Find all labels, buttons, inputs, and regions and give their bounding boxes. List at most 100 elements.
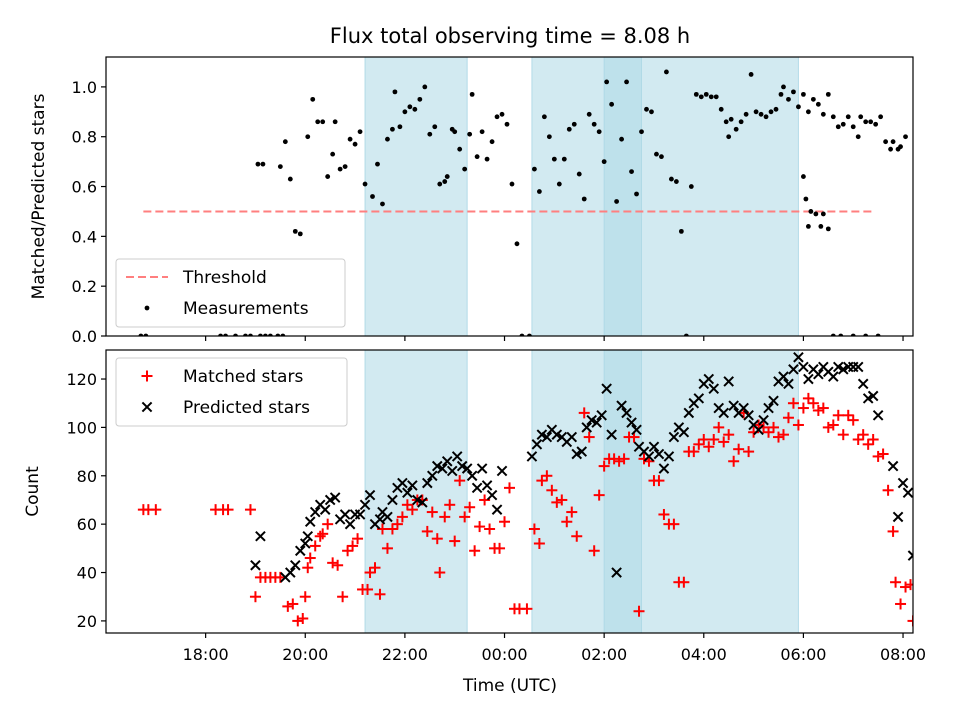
- data-point: [659, 154, 664, 160]
- data-point-stroke: [541, 431, 553, 443]
- data-point-stroke: [852, 361, 864, 373]
- data-point-stroke: [907, 550, 913, 558]
- data-point: [832, 409, 844, 421]
- data-point: [282, 139, 288, 145]
- data-point: [713, 94, 719, 100]
- data-point: [793, 351, 804, 363]
- data-point: [905, 579, 913, 591]
- data-point: [461, 463, 473, 474]
- data-point: [466, 470, 478, 482]
- data-point: [362, 583, 374, 595]
- data-point: [484, 156, 490, 162]
- legend-swatch: [141, 370, 153, 382]
- data-point: [758, 414, 769, 426]
- data-point: [255, 530, 266, 542]
- data-point: [837, 429, 849, 441]
- data-point: [845, 114, 851, 120]
- data-point: [609, 101, 615, 107]
- data-point: [526, 451, 538, 462]
- data-point-stroke: [606, 429, 617, 440]
- data-point: [304, 552, 316, 564]
- data-point: [708, 94, 714, 100]
- data-point: [541, 470, 553, 482]
- data-point: [317, 528, 329, 540]
- data-point-stroke: [887, 460, 899, 472]
- data-point-stroke: [872, 410, 884, 421]
- data-point-stroke: [738, 402, 749, 414]
- data-point: [370, 194, 375, 199]
- data-point: [768, 421, 780, 433]
- data-point: [260, 161, 266, 167]
- data-point: [868, 119, 874, 125]
- data-point-stroke: [309, 506, 321, 518]
- data-point-stroke: [718, 407, 730, 419]
- data-point: [606, 429, 617, 440]
- data-point-stroke: [798, 361, 809, 373]
- data-point: [479, 129, 485, 135]
- data-point: [406, 504, 418, 516]
- data-point-stroke: [818, 361, 829, 373]
- data-point: [624, 79, 629, 85]
- data-point-stroke: [897, 477, 909, 489]
- data-point: [364, 489, 376, 501]
- data-point: [375, 161, 380, 167]
- data-point-stroke: [359, 499, 371, 511]
- data-point: [390, 126, 395, 132]
- data-point: [302, 562, 314, 574]
- y-tick-label: 40: [77, 564, 97, 583]
- data-point: [357, 129, 363, 135]
- data-point: [432, 124, 438, 130]
- data-point: [282, 600, 294, 612]
- data-point: [892, 511, 904, 523]
- data-point: [887, 525, 899, 537]
- data-point: [611, 567, 622, 578]
- data-point: [417, 96, 423, 102]
- data-point-stroke: [344, 518, 356, 530]
- data-point-stroke: [531, 439, 543, 450]
- data-point: [898, 144, 903, 150]
- data-point: [521, 603, 533, 615]
- data-point-stroke: [456, 460, 468, 472]
- data-point: [222, 504, 234, 516]
- data-point: [805, 109, 811, 115]
- data-point: [664, 69, 669, 75]
- data-point: [504, 121, 510, 127]
- data-point: [299, 591, 311, 603]
- data-point: [887, 460, 899, 472]
- data-point-stroke: [643, 451, 655, 462]
- data-point: [649, 109, 654, 115]
- data-point: [787, 397, 799, 409]
- data-point: [678, 576, 690, 588]
- data-point: [773, 431, 784, 443]
- data-point-stroke: [788, 364, 799, 375]
- data-point: [855, 134, 861, 140]
- data-point: [347, 136, 353, 142]
- data-point: [297, 231, 303, 237]
- x-tick-label: 02:00: [581, 645, 627, 664]
- y-tick-label: 20: [77, 612, 97, 631]
- data-point: [633, 605, 645, 617]
- data-point: [604, 79, 610, 85]
- data-point: [362, 181, 368, 187]
- data-point: [768, 395, 779, 407]
- data-point: [591, 417, 602, 428]
- observing-interval-0: [364, 350, 468, 633]
- data-point: [484, 523, 496, 535]
- data-point: [581, 196, 587, 202]
- data-point: [634, 191, 639, 197]
- data-point: [401, 499, 413, 511]
- data-point: [713, 421, 725, 433]
- data-point: [249, 591, 261, 603]
- data-point: [698, 433, 710, 445]
- data-point-stroke: [431, 460, 443, 472]
- data-point: [150, 504, 162, 516]
- data-point: [596, 129, 602, 135]
- data-point: [858, 114, 864, 120]
- data-point: [693, 91, 699, 97]
- data-point: [613, 455, 625, 467]
- data-point-stroke: [255, 530, 266, 542]
- data-point: [576, 171, 582, 177]
- data-point: [322, 518, 334, 530]
- data-point-stroke: [314, 499, 326, 511]
- data-point: [763, 426, 775, 438]
